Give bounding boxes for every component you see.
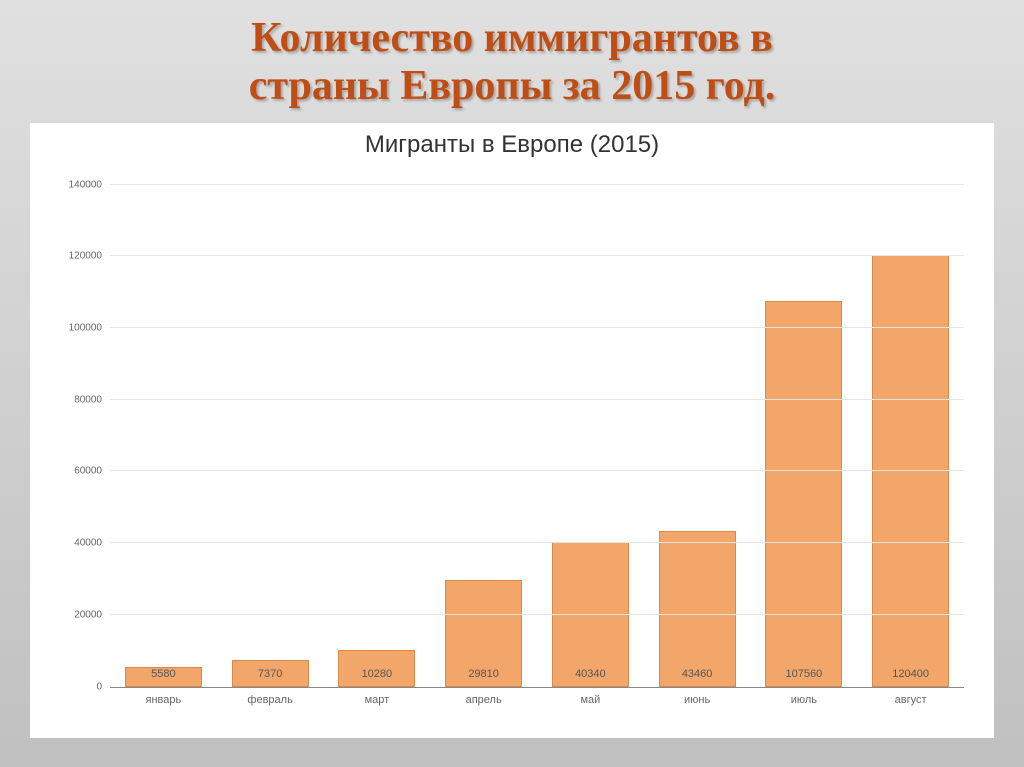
bar-value-label: 10280	[362, 668, 393, 680]
slide-title: Количество иммигрантов в страны Европы з…	[50, 14, 974, 111]
slide: Количество иммигрантов в страны Европы з…	[0, 0, 1024, 767]
bar-slot: 5580	[110, 167, 217, 687]
chart-panel: Мигранты в Европе (2015) 5580 7370 10280 29…	[30, 123, 994, 738]
bar-slot: 120400	[857, 167, 964, 687]
bar: 7370	[232, 660, 309, 686]
bar: 29810	[445, 580, 522, 687]
xtick-label: январь	[110, 694, 217, 706]
bar-value-label: 5580	[151, 668, 175, 680]
ytick-label: 0	[52, 681, 102, 692]
bar-slot: 10280	[324, 167, 431, 687]
bar: 10280	[338, 650, 415, 687]
gridline	[110, 614, 964, 615]
bar-value-label: 120400	[892, 668, 929, 680]
chart-title: Мигранты в Европе (2015)	[50, 131, 974, 159]
xtick-label: май	[537, 694, 644, 706]
gridline	[110, 255, 964, 256]
gridline	[110, 542, 964, 543]
bar-value-label: 43460	[682, 668, 713, 680]
xtick-label: февраль	[217, 694, 324, 706]
bar: 43460	[659, 531, 736, 687]
bars-container: 5580 7370 10280 29810 40340 43460 107560 120400	[110, 167, 964, 687]
bar-value-label: 40340	[575, 668, 606, 680]
slide-title-line1: Количество иммигрантов в	[251, 15, 773, 61]
bar: 107560	[765, 301, 842, 687]
xtick-label: июнь	[644, 694, 751, 706]
bar-value-label: 107560	[786, 668, 823, 680]
ytick-label: 20000	[52, 609, 102, 620]
gridline	[110, 327, 964, 328]
gridline	[110, 184, 964, 185]
bar: 5580	[125, 667, 202, 687]
gridline	[110, 399, 964, 400]
xtick-label: июль	[751, 694, 858, 706]
bar-slot: 43460	[644, 167, 751, 687]
plot-area: 5580 7370 10280 29810 40340 43460 107560 120400…	[110, 167, 964, 688]
ytick-label: 120000	[52, 251, 102, 262]
xtick-label: март	[324, 694, 431, 706]
xtick-label: апрель	[430, 694, 537, 706]
x-axis: январьфевральмартапрельмайиюньиюльавгуст	[110, 694, 964, 706]
bar-value-label: 29810	[468, 668, 499, 680]
ytick-label: 140000	[52, 179, 102, 190]
bar-value-label: 7370	[258, 668, 282, 680]
ytick-label: 80000	[52, 394, 102, 405]
xtick-label: август	[857, 694, 964, 706]
ytick-label: 60000	[52, 466, 102, 477]
ytick-label: 40000	[52, 538, 102, 549]
slide-title-line2: страны Европы за 2015 год.	[249, 63, 776, 109]
bar-slot: 29810	[430, 167, 537, 687]
bar-slot: 107560	[751, 167, 858, 687]
gridline	[110, 470, 964, 471]
bar-slot: 7370	[217, 167, 324, 687]
bar-slot: 40340	[537, 167, 644, 687]
ytick-label: 100000	[52, 322, 102, 333]
